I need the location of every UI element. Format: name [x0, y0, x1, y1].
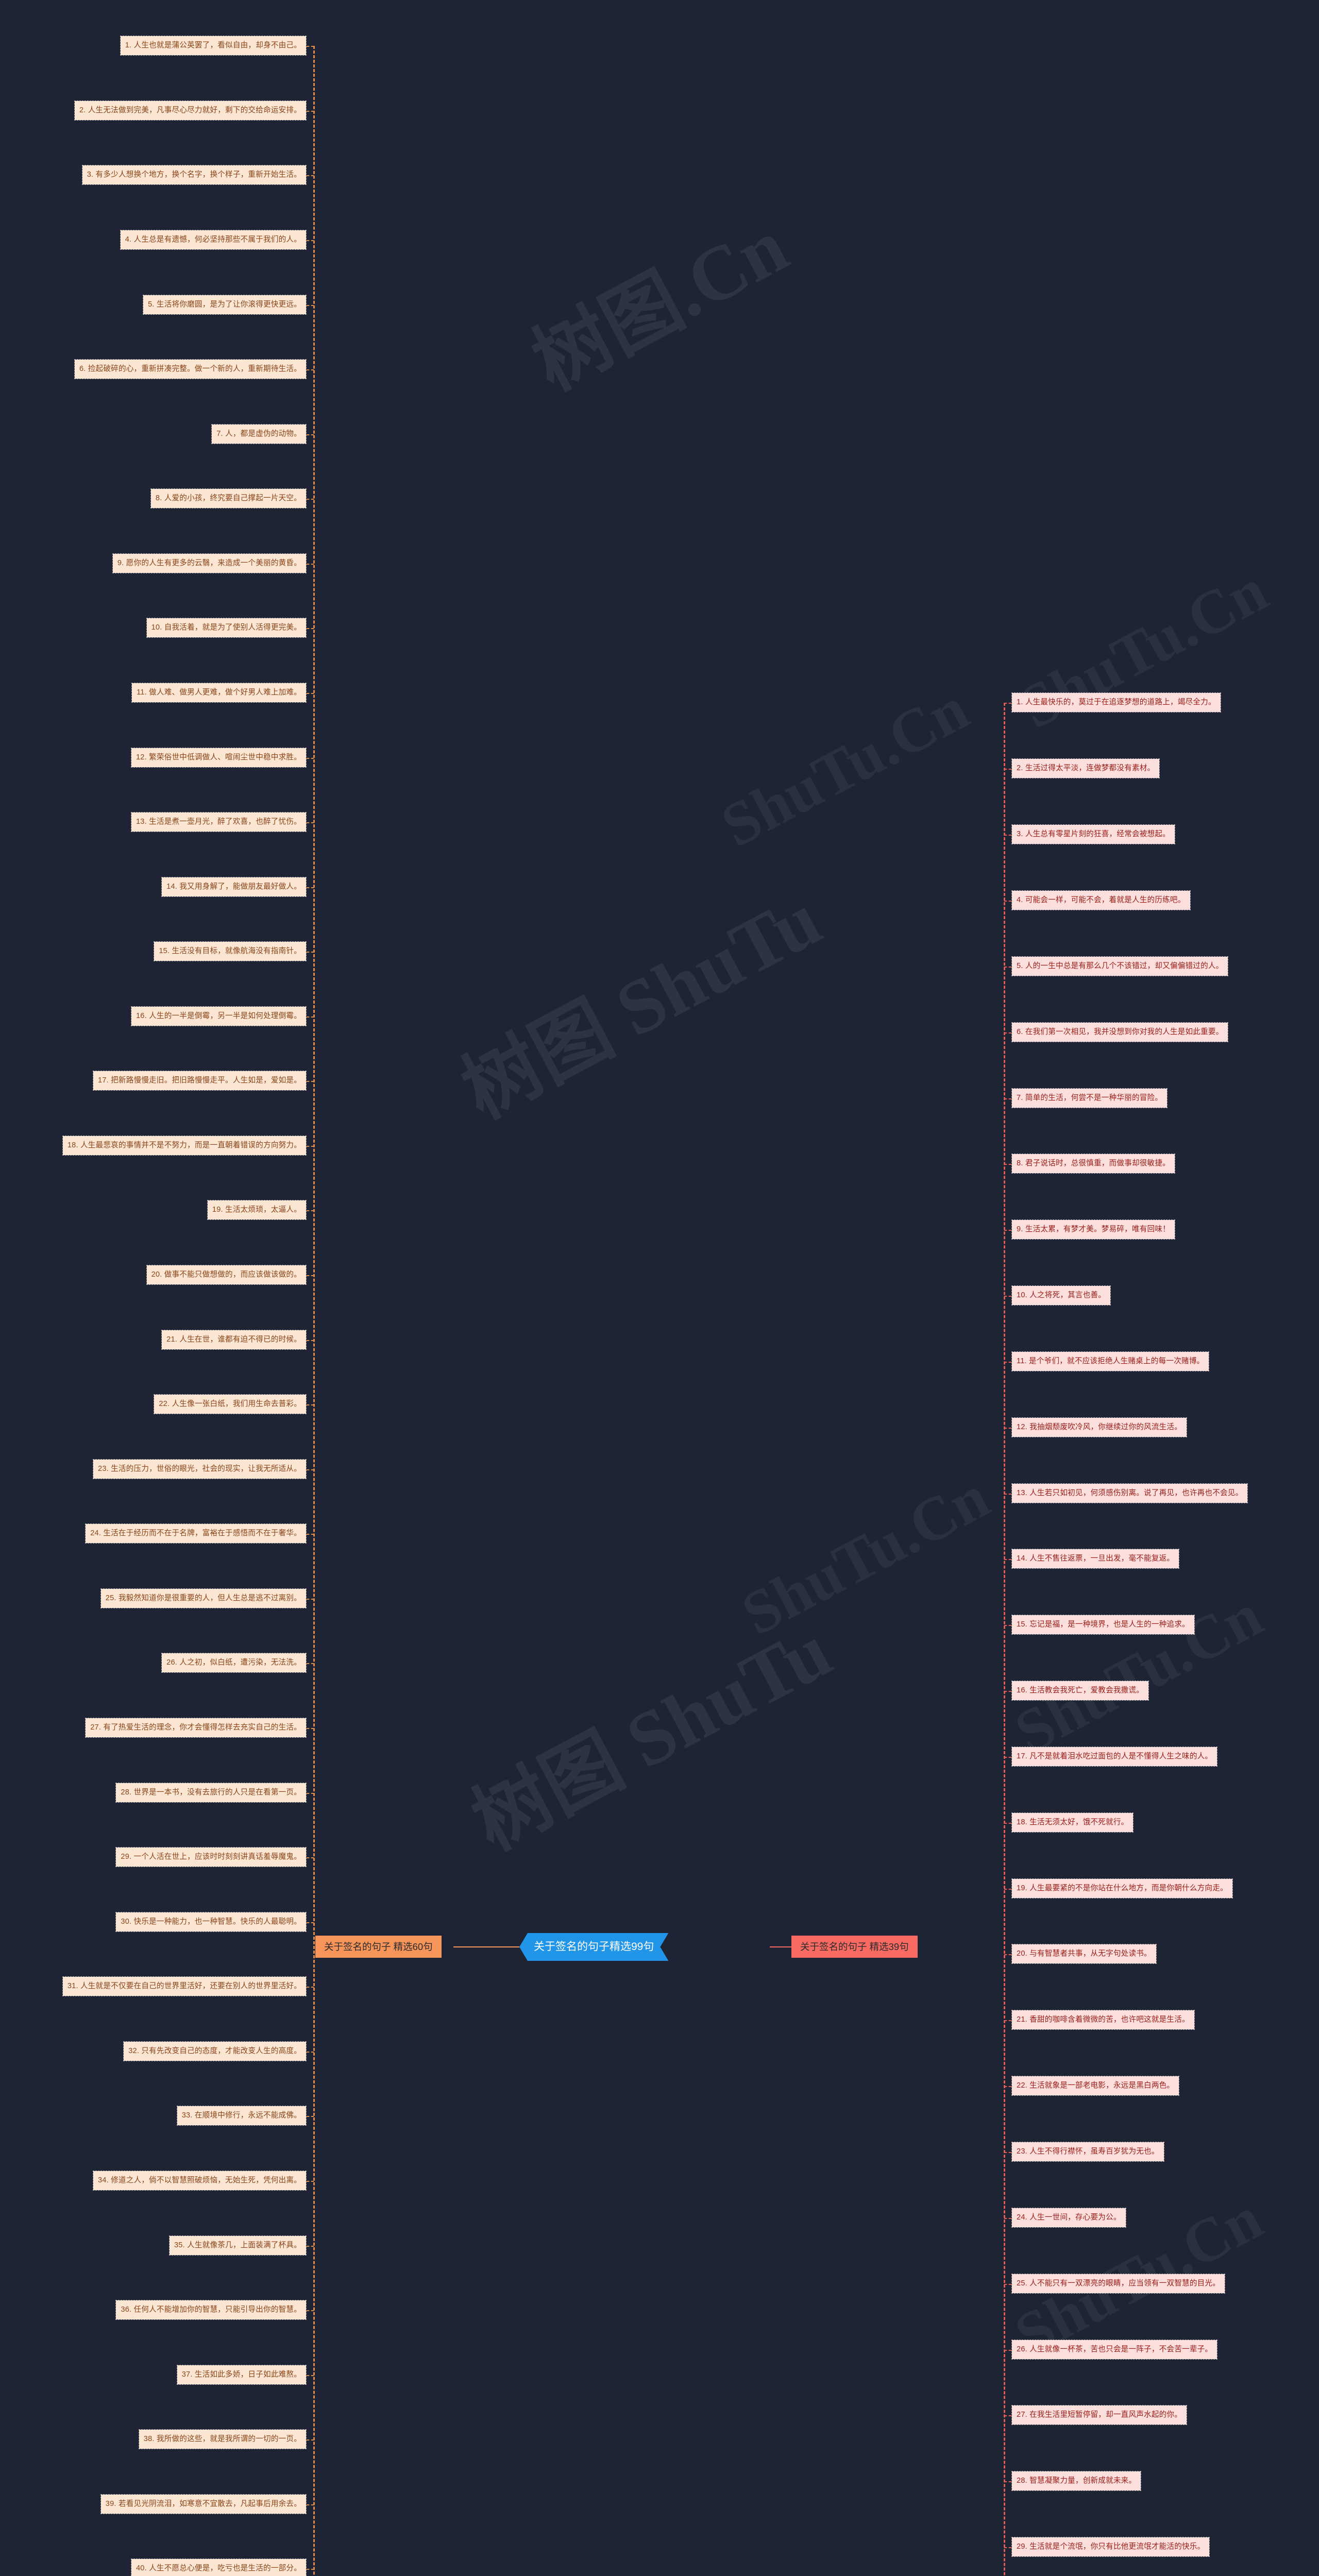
leaf-node[interactable]: 23. 生活的压力，世俗的眼光，社会的现实，让我无所适从。	[93, 1459, 314, 1480]
branch-node-right[interactable]: 关于签名的句子 精选39句	[791, 1936, 918, 1958]
watermark-4: ShuTu.Cn	[731, 1462, 1000, 1649]
leaf-node[interactable]: 3. 人生总有零星片刻的狂喜，经常会被想起。	[1004, 824, 1175, 845]
leaf-node[interactable]: 15. 生活没有目标，就像航海没有指南针。	[154, 941, 314, 962]
leaf-node[interactable]: 8. 君子说话时，总很慎重，而做事却很敏捷。	[1004, 1153, 1175, 1174]
leaf-node[interactable]: 16. 生活教会我死亡，爱教会我撒谎。	[1004, 1680, 1149, 1701]
leaf-node[interactable]: 32. 只有先改变自己的态度，才能改变人生的高度。	[123, 2041, 314, 2062]
leaf-node[interactable]: 28. 世界是一本书，没有去旅行的人只是在看第一页。	[115, 1782, 314, 1803]
leaf-node[interactable]: 11. 做人难、做男人更难，做个好男人难上加难。	[131, 682, 314, 703]
leaf-node[interactable]: 24. 生活在于经历而不在于名牌，富裕在于感悟而不在于奢华。	[85, 1523, 314, 1544]
leaf-node[interactable]: 20. 与有智慧者共事，从无字句处读书。	[1004, 1943, 1157, 1964]
leaf-node[interactable]: 13. 人生若只如初见，何须感伤别离。说了再见，也许再也不会见。	[1004, 1483, 1248, 1504]
leaf-node[interactable]: 17. 凡不是就着泪水吃过面包的人是不懂得人生之味的人。	[1004, 1746, 1218, 1767]
leaf-node[interactable]: 11. 是个爷们，就不应该拒绝人生赌桌上的每一次赌博。	[1004, 1351, 1210, 1372]
leaf-node[interactable]: 12. 我抽烟颓废吹冷风，你继续过你的风流生活。	[1004, 1417, 1188, 1438]
leaf-node[interactable]: 4. 可能会一样，可能不会，着就是人生的历练吧。	[1004, 890, 1191, 911]
left-leaf-column: 1. 人生也就是蒲公英罢了，看似自由，却身不由己。 2. 人生无法做到完美，凡事尽…	[43, 0, 314, 2576]
center-cluster: 关于签名的句子 精选60句 关于签名的句子 精选39句 关于签名的句子精选99句	[0, 1936, 1319, 1973]
leaf-node[interactable]: 17. 把新路慢慢走旧。把旧路慢慢走平。人生如是，爱如是。	[93, 1070, 314, 1091]
leaf-node[interactable]: 10. 自我活着，就是为了使别人活得更完美。	[146, 617, 314, 638]
leaf-node[interactable]: 5. 生活将你磨圆，是为了让你滚得更快更远。	[143, 294, 314, 315]
leaf-node[interactable]: 21. 香甜的咖啡含着微微的苦，也许吧这就是生活。	[1004, 2009, 1195, 2030]
leaf-node[interactable]: 19. 生活太烦琐，太逼人。	[207, 1199, 314, 1221]
leaf-node[interactable]: 16. 人生的一半是倒霉，另一半是如何处理倒霉。	[130, 1006, 314, 1027]
leaf-node[interactable]: 3. 有多少人想换个地方，换个名字，换个样子，重新开始生活。	[81, 164, 314, 185]
leaf-node[interactable]: 39. 若看见光阴流泪，如寒意不宜散去，凡起事后用余去。	[100, 2494, 314, 2515]
watermark-2: ShuTu.Cn	[710, 673, 979, 860]
left-branch-spine	[313, 45, 315, 2576]
root-left-link	[453, 1946, 519, 1947]
watermark-3: 树图 ShuTu	[449, 876, 834, 1135]
leaf-node[interactable]: 10. 人之将死，其言也善。	[1004, 1285, 1111, 1306]
leaf-node[interactable]: 2. 生活过得太平淡，连做梦都没有素材。	[1004, 758, 1160, 779]
leaf-node[interactable]: 4. 人生总是有遗憾，何必坚持那些不属于我们的人。	[120, 229, 314, 250]
leaf-node[interactable]: 12. 繁荣俗世中低调做人、喧闹尘世中稳中求胜。	[130, 747, 314, 768]
watermark-5: 树图 ShuTu	[460, 1607, 844, 1867]
leaf-node[interactable]: 9. 生活太累，有梦才美。梦易碎，唯有回味！	[1004, 1219, 1175, 1240]
branch-node-left[interactable]: 关于签名的句子 精选60句	[315, 1936, 442, 1958]
leaf-node[interactable]: 25. 人不能只有一双漂亮的眼睛，应当领有一双智慧的目光。	[1004, 2273, 1225, 2294]
leaf-node[interactable]: 6. 在我们第一次相见，我并没想到你对我的人生是如此重要。	[1004, 1022, 1229, 1043]
leaf-node[interactable]: 6. 捡起破碎的心，重新拼凑完整。做一个新的人，重新期待生活。	[74, 359, 314, 380]
leaf-node[interactable]: 27. 有了热爱生活的理念，你才会懂得怎样去充实自己的生活。	[85, 1717, 314, 1738]
leaf-node[interactable]: 24. 人生一世间，存心要为公。	[1004, 2207, 1126, 2228]
leaf-node[interactable]: 7. 人，都是虚伪的动物。	[211, 423, 314, 445]
leaf-node[interactable]: 34. 修道之人，倘不以智慧照破烦恼，无始生死，凭何出离。	[93, 2170, 314, 2191]
leaf-node[interactable]: 7. 简单的生活，何尝不是一种华丽的冒险。	[1004, 1088, 1168, 1109]
leaf-node[interactable]: 28. 智慧凝聚力量，创新成就未来。	[1004, 2470, 1142, 2492]
leaf-node[interactable]: 20. 做事不能只做想做的，而应该做该做的。	[146, 1264, 314, 1285]
leaf-node[interactable]: 2. 人生无法做到完美，凡事尽心尽力就好，剩下的交给命运安排。	[74, 100, 314, 121]
watermark-1: 树图.Cn	[519, 202, 801, 406]
leaf-node[interactable]: 30. 快乐是一种能力，也一种智慧。快乐的人最聪明。	[115, 1911, 314, 1933]
root-right-link	[770, 1946, 793, 1947]
leaf-node[interactable]: 35. 人生就像茶几，上面装满了杯具。	[168, 2235, 314, 2256]
leaf-node[interactable]: 40. 人生不愿总心便是，吃亏也是生活的一部分。	[130, 2558, 314, 2576]
leaf-node[interactable]: 22. 生活就象是一部老电影，永远是黑白两色。	[1004, 2075, 1180, 2096]
leaf-node[interactable]: 29. 生活就是个流氓，你只有比他更流氓才能活的快乐。	[1004, 2536, 1210, 2557]
leaf-node[interactable]: 8. 人爱的小孩，终究要自己撑起一片天空。	[150, 488, 314, 509]
leaf-node[interactable]: 33. 在顺境中修行，永远不能成佛。	[176, 2105, 314, 2126]
leaf-node[interactable]: 27. 在我生活里短暂停留，却一直风声水起的你。	[1004, 2404, 1188, 2426]
right-branch-spine	[1004, 702, 1005, 2576]
leaf-node[interactable]: 9. 愿你的人生有更多的云翳，来造成一个美丽的黄昏。	[112, 553, 314, 574]
leaf-node[interactable]: 19. 人生最要紧的不是你站在什么地方，而是你朝什么方向走。	[1004, 1878, 1233, 1899]
leaf-node[interactable]: 15. 忘记是福，是一种境界，也是人生的一种追求。	[1004, 1614, 1195, 1635]
leaf-node[interactable]: 22. 人生像一张白纸，我们用生命去普彩。	[154, 1394, 314, 1415]
leaf-node[interactable]: 5. 人的一生中总是有那么几个不该错过，却又偏偏错过的人。	[1004, 956, 1229, 977]
leaf-node[interactable]: 18. 人生最悲哀的事情并不是不努力，而是一直朝着错误的方向努力。	[62, 1135, 314, 1156]
leaf-node[interactable]: 29. 一个人活在世上，应该时时刻刻讲真话羞辱魔鬼。	[115, 1846, 314, 1868]
leaf-node[interactable]: 26. 人生就像一杯茶，苦也只会是一阵子，不会苦一辈子。	[1004, 2339, 1218, 2360]
leaf-node[interactable]: 1. 人生也就是蒲公英罢了，看似自由，却身不由己。	[120, 35, 314, 56]
leaf-node[interactable]: 26. 人之初，似白纸，遭污染，无法洗。	[161, 1652, 314, 1673]
leaf-node[interactable]: 14. 人生不售往返票，一旦出发，毫不能复返。	[1004, 1548, 1180, 1569]
right-leaf-column: 1. 人生最快乐的，莫过于在追逐梦想的道路上，竭尽全力。 2. 生活过得太平淡，连…	[1004, 0, 1276, 2576]
leaf-node[interactable]: 1. 人生最快乐的，莫过于在追逐梦想的道路上，竭尽全力。	[1004, 692, 1221, 713]
leaf-node[interactable]: 25. 我毅然知道你是很重要的人，但人生总是逃不过离别。	[100, 1588, 314, 1609]
leaf-node[interactable]: 37. 生活如此多娇，日子如此难熬。	[176, 2364, 314, 2385]
root-node[interactable]: 关于签名的句子精选99句	[519, 1933, 668, 1961]
leaf-node[interactable]: 36. 任何人不能增加你的智慧，只能引导出你的智慧。	[115, 2299, 314, 2320]
leaf-node[interactable]: 13. 生活是煮一壶月光，醉了欢喜，也醉了忧伤。	[130, 811, 314, 833]
leaf-node[interactable]: 31. 人生就是不仅要在自己的世界里活好，还要在别人的世界里活好。	[62, 1976, 314, 1997]
leaf-node[interactable]: 38. 我所做的这些，就是我所谓的一切的一页。	[138, 2429, 314, 2450]
leaf-node[interactable]: 23. 人生不得行襟怀，虽寿百岁犹为无也。	[1004, 2141, 1164, 2162]
leaf-node[interactable]: 21. 人生在世，谁都有迫不得已的时候。	[161, 1329, 314, 1350]
leaf-node[interactable]: 18. 生活无须太好，饿不死就行。	[1004, 1812, 1134, 1833]
leaf-node[interactable]: 14. 我又用身解了，能做朋友最好做人。	[161, 876, 314, 897]
